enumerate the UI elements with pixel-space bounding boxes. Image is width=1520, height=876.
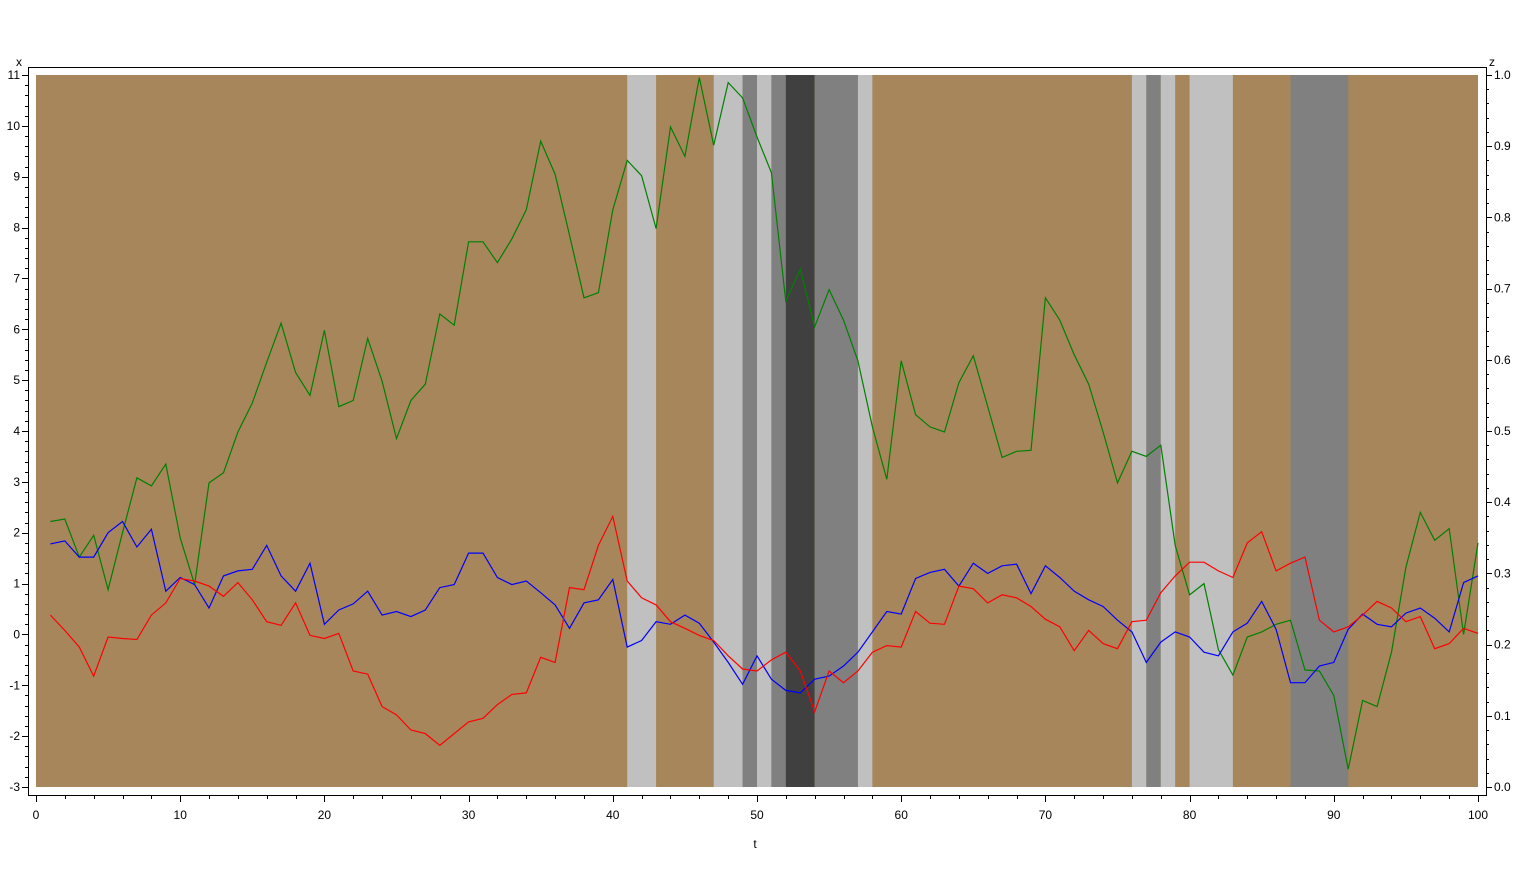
z-bands <box>627 75 1349 787</box>
y2-tick-label: 0.5 <box>1494 424 1511 438</box>
y-tick-label: 11 <box>8 68 21 82</box>
x-axis-label: t <box>753 837 757 851</box>
z-band <box>713 75 743 787</box>
y-tick-label: 1 <box>13 577 20 591</box>
y-tick-label: -2 <box>9 729 20 743</box>
x-tick-label: 50 <box>750 808 764 822</box>
series-lines <box>49 77 1479 770</box>
series-line-blue <box>50 520 1479 694</box>
y2-tick-label: 0.1 <box>1494 709 1511 723</box>
y-tick-label: 10 <box>7 119 21 133</box>
y-tick-label: 5 <box>13 373 20 387</box>
z-band <box>1290 75 1349 787</box>
x-tick-label: 60 <box>895 808 909 822</box>
z-band <box>627 75 657 787</box>
y-tick-label: 8 <box>13 221 20 235</box>
y2-tick-label: 0.0 <box>1494 780 1511 794</box>
z-band <box>1189 75 1233 787</box>
y2-tick-label: 1.0 <box>1494 68 1511 82</box>
x-tick-label: 90 <box>1327 808 1341 822</box>
x-axis: 0 10 20 30 40 50 60 70 80 90 100 <box>33 795 1488 822</box>
y-axis-left: -3 -2 -1 0 1 2 3 4 5 6 7 8 9 10 11 <box>7 68 28 794</box>
z-band <box>757 75 772 787</box>
y-axis-right: 0.0 0.1 0.2 0.3 0.4 0.5 0.6 0.7 0.8 0.9 1.0 <box>1486 68 1511 794</box>
y-tick-label: 4 <box>13 424 20 438</box>
z-band <box>857 75 873 787</box>
y2-tick-label: 0.4 <box>1494 495 1511 509</box>
x-tick-label: 100 <box>1468 808 1488 822</box>
y2-tick-label: 0.7 <box>1494 282 1511 296</box>
y2-tick-label: 0.3 <box>1494 566 1511 580</box>
series-line-red <box>49 514 1479 747</box>
x-tick-label: 0 <box>33 808 40 822</box>
y-axis-left-label: x <box>16 55 22 69</box>
y-tick-label: -3 <box>9 780 20 794</box>
y-axis-right-label: z <box>1489 55 1495 69</box>
y-tick-label: 2 <box>13 526 20 540</box>
z-band <box>785 75 815 787</box>
y2-tick-label: 0.2 <box>1494 638 1511 652</box>
z-band <box>1131 75 1147 787</box>
y-tick-label: 9 <box>13 170 20 184</box>
y2-tick-label: 0.8 <box>1494 210 1511 224</box>
z-band <box>814 75 858 787</box>
z-band <box>1146 75 1161 787</box>
z-band <box>771 75 786 787</box>
x-tick-label: 70 <box>1039 808 1053 822</box>
y-tick-label: 6 <box>13 322 20 336</box>
y-tick-label: 3 <box>13 475 20 489</box>
y2-tick-label: 0.6 <box>1494 353 1511 367</box>
z-band <box>742 75 757 787</box>
y-tick-label: -1 <box>9 678 20 692</box>
x-tick-label: 20 <box>318 808 332 822</box>
x-tick-label: 10 <box>174 808 188 822</box>
x-tick-label: 80 <box>1183 808 1197 822</box>
series-line-green <box>50 77 1479 770</box>
y2-tick-label: 0.9 <box>1494 139 1511 153</box>
y-tick-label: 0 <box>13 627 20 641</box>
y-tick-label: 7 <box>13 271 20 285</box>
x-tick-label: 40 <box>606 808 620 822</box>
x-tick-label: 30 <box>462 808 476 822</box>
z-band <box>1160 75 1176 787</box>
